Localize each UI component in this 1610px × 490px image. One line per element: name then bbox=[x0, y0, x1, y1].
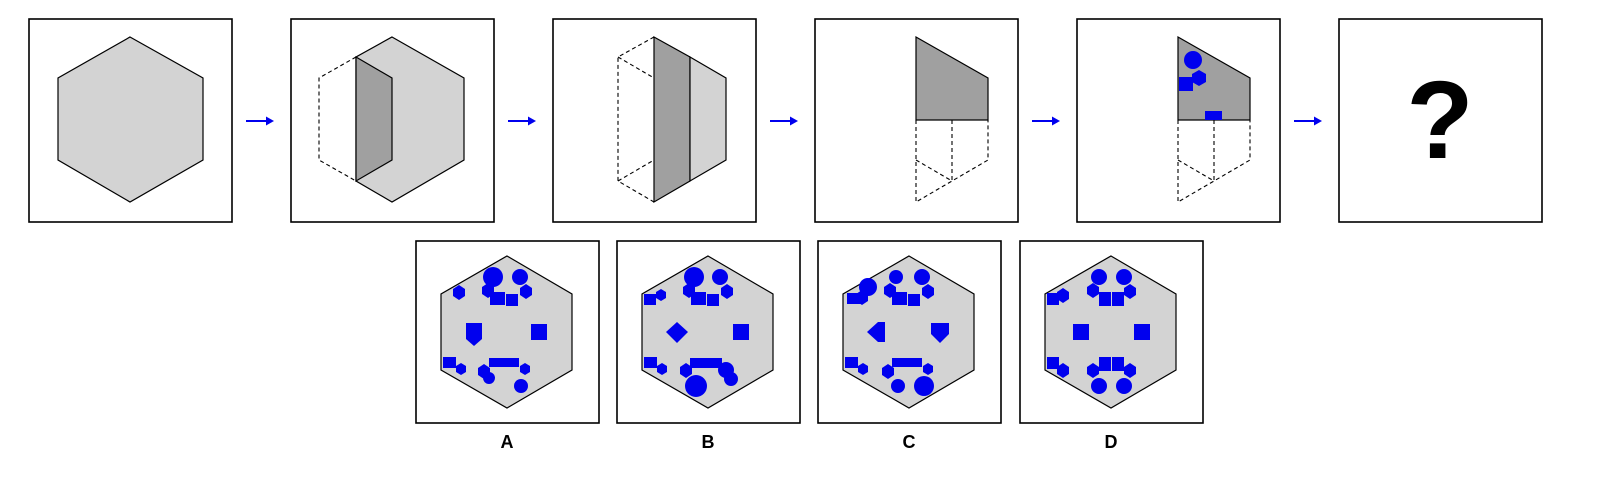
option-c[interactable] bbox=[817, 240, 1002, 424]
option-d-label: D bbox=[1105, 432, 1118, 452]
hexagon bbox=[57, 36, 204, 203]
step-3-panel bbox=[552, 18, 757, 223]
folded-flap bbox=[355, 55, 393, 183]
step-5-panel bbox=[1076, 18, 1281, 223]
option-a-label: A bbox=[501, 432, 514, 452]
option-c-label: C bbox=[903, 432, 916, 452]
option-a[interactable] bbox=[415, 240, 600, 424]
arrow-1 bbox=[245, 115, 275, 127]
arrow-2 bbox=[507, 115, 537, 127]
arrow-5 bbox=[1293, 115, 1323, 127]
question-panel: ? bbox=[1338, 18, 1543, 223]
step-4-panel bbox=[814, 18, 1019, 223]
step-2-panel bbox=[290, 18, 495, 223]
arrow-3 bbox=[769, 115, 799, 127]
option-b[interactable] bbox=[616, 240, 801, 424]
option-b-label: B bbox=[702, 432, 715, 452]
step-1-panel bbox=[28, 18, 233, 223]
arrow-4 bbox=[1031, 115, 1061, 127]
option-d[interactable] bbox=[1019, 240, 1204, 424]
question-mark: ? bbox=[1406, 59, 1473, 182]
